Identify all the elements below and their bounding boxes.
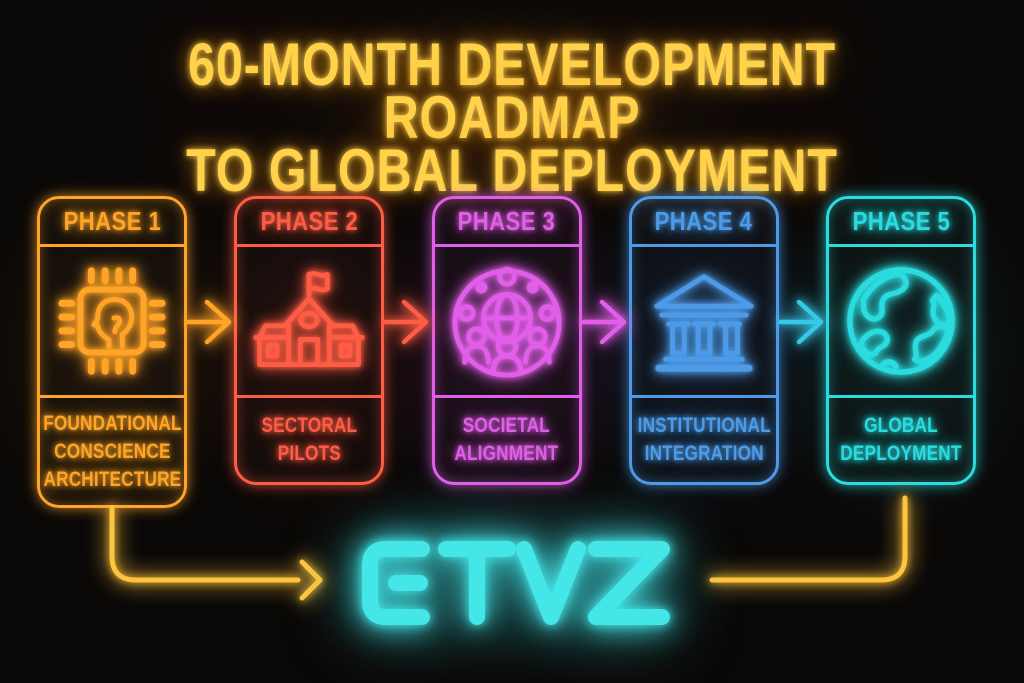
- phase-3-header-text: PHASE 3: [457, 206, 556, 236]
- etvz-logo: [356, 537, 680, 629]
- earth-globe-icon: [829, 247, 973, 398]
- earth-globe-icon-svg: [847, 267, 955, 375]
- brain-chip-icon: [40, 247, 184, 398]
- community-globe-icon-svg: [451, 266, 562, 378]
- connector-phase1-to-logo: [109, 505, 301, 583]
- logo-letter-v: [516, 541, 586, 625]
- logo-letter-t: [438, 541, 516, 625]
- phase-2-header: PHASE 2: [237, 199, 382, 247]
- phase-card-4: PHASE 4 INSTITUTIONAL INTEGRATION: [628, 196, 779, 485]
- right-arrow-icon: [384, 299, 429, 345]
- phase-2-header-text: PHASE 2: [260, 206, 359, 236]
- phase-1-label: FOUNDATIONAL CONSCIENCE ARCHITECTURE: [40, 398, 184, 505]
- phase-card-5: PHASE 5 GLOBAL DEPLOYMENT: [826, 196, 976, 485]
- phase-3-label-text: SOCIETAL ALIGNMENT: [454, 414, 559, 465]
- phase-1-header: PHASE 1: [40, 199, 184, 247]
- brain-chip-icon-svg: [58, 267, 166, 375]
- phase-4-label-text: INSTITUTIONAL INTEGRATION: [637, 414, 771, 465]
- phase-2-label-text: SECTORAL PILOTS: [261, 414, 358, 465]
- phase-card-2: PHASE 2 SECTOR: [234, 196, 385, 485]
- connector-arrowhead-icon: [299, 559, 323, 601]
- arrow-phase3-phase4: [581, 292, 629, 352]
- school-building-icon-svg: [253, 271, 365, 368]
- right-arrow-icon: [581, 299, 626, 345]
- phase-3-label: SOCIETAL ALIGNMENT: [435, 398, 579, 482]
- right-arrow-icon: [187, 299, 232, 345]
- logo-letter-e: [362, 541, 430, 625]
- connector-phase5-to-logo: [709, 495, 908, 583]
- logo-letter-z: [588, 541, 670, 625]
- right-arrow-icon: [778, 299, 824, 345]
- institution-bank-icon: [631, 247, 776, 398]
- phases-row: PHASE 1 FOUNDATIONAL CONSCIENCE ARCHITE: [37, 196, 976, 508]
- phase-card-1: PHASE 1 FOUNDATIONAL CONSCIENCE ARCHITE: [37, 196, 187, 508]
- phase-5-header: PHASE 5: [829, 199, 973, 247]
- phase-5-label: GLOBAL DEPLOYMENT: [829, 398, 973, 482]
- page-title: 60-MONTH DEVELOPMENT ROADMAP TO GLOBAL D…: [186, 31, 838, 204]
- phase-3-header: PHASE 3: [434, 199, 579, 247]
- arrow-phase1-phase2: [187, 292, 234, 352]
- etvz-logo-svg: [362, 541, 670, 625]
- phase-4-header: PHASE 4: [631, 199, 776, 247]
- institution-bank-icon-svg: [654, 274, 754, 372]
- phase-2-label: SECTORAL PILOTS: [237, 398, 381, 482]
- school-building-icon: [237, 247, 382, 398]
- phase-1-header-text: PHASE 1: [63, 206, 161, 236]
- phase-5-label-text: GLOBAL DEPLOYMENT: [840, 414, 962, 465]
- phase-4-label: INSTITUTIONAL INTEGRATION: [632, 398, 776, 482]
- arrow-phase2-phase3: [384, 292, 431, 352]
- phase-4-header-text: PHASE 4: [654, 206, 753, 236]
- community-globe-icon: [434, 247, 579, 398]
- arrow-phase4-phase5: [778, 292, 826, 352]
- phase-card-3: PHASE 3: [431, 196, 582, 485]
- phase-5-header-text: PHASE 5: [852, 206, 950, 236]
- phase-1-label-text: FOUNDATIONAL CONSCIENCE ARCHITECTURE: [42, 411, 182, 491]
